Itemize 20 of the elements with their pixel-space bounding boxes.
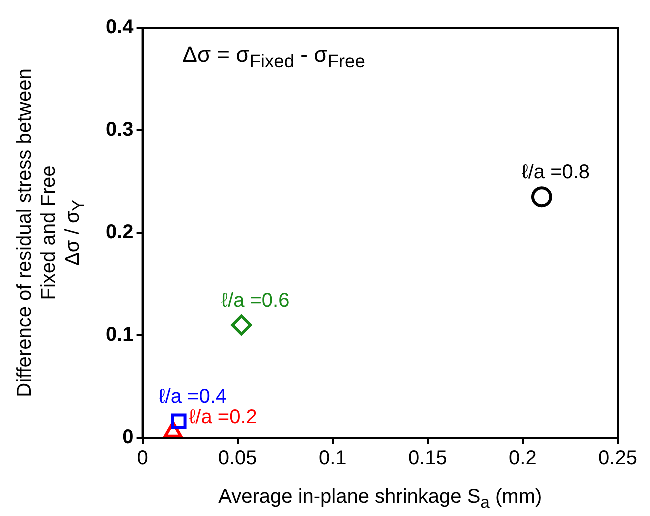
point — [531, 186, 552, 208]
x-tick-label: 0.1 — [318, 448, 347, 470]
point — [171, 414, 187, 430]
series-label: ℓ/a =0.8 — [522, 162, 590, 184]
y-tick-label: 0 — [122, 426, 134, 449]
x-tick-label: 0.05 — [218, 448, 258, 470]
x-tick-label: 0.15 — [408, 448, 448, 470]
y-tick-label: 0.3 — [106, 119, 134, 142]
x-tick-label: 0.2 — [509, 448, 537, 470]
series-label: ℓ/a =0.6 — [222, 290, 290, 312]
x-tick-label: 0.25 — [598, 448, 638, 470]
series-label: ℓ/a =0.2 — [189, 406, 258, 428]
point — [231, 314, 252, 336]
x-tick-label: 0 — [137, 448, 148, 470]
series-label: ℓ/a =0.4 — [158, 386, 228, 408]
x-axis-title: Average in-plane shrinkage S$_{a}$ (mm) — [218, 486, 544, 513]
y-tick-label: 0.1 — [106, 324, 134, 346]
y-tick-label: 0.4 — [106, 16, 135, 39]
annotation: Δσ = σ$_{Fixed}$ - σ$_{Free}$ — [182, 42, 366, 72]
y-tick-label: 0.2 — [106, 222, 134, 244]
